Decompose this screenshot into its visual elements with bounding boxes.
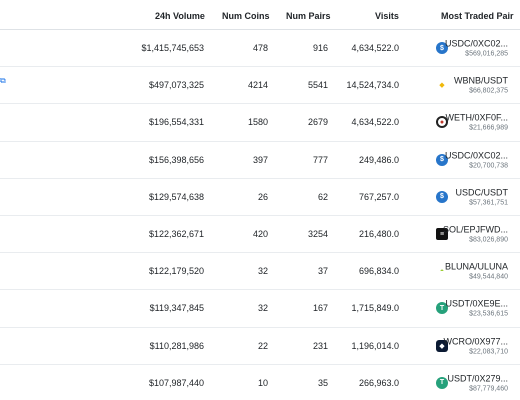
num-coins-cell: 10: [257, 377, 268, 388]
visits-cell: 4,634,522.0: [351, 43, 399, 54]
external-link-icon[interactable]: ⧉: [0, 76, 6, 85]
volume-cell: $196,554,331: [148, 117, 204, 128]
pair-volume: $20,700,738: [469, 162, 508, 170]
num-pairs-cell: 37: [317, 266, 328, 277]
volume-cell: $156,398,656: [148, 154, 204, 165]
pair-volume: $21,666,989: [469, 124, 508, 132]
num-coins-cell: 420: [252, 229, 268, 240]
header-24h-volume[interactable]: 24h Volume: [155, 11, 205, 21]
header-num-pairs[interactable]: Num Pairs: [286, 11, 331, 21]
pair-name[interactable]: WCRO/0X977...: [443, 336, 508, 347]
cro-icon: ◆: [436, 339, 448, 352]
pair-name[interactable]: SOL/EPJFWD...: [442, 224, 508, 235]
most-traded-pair-cell[interactable]: WCRO/0X977... $22,083,710: [443, 336, 508, 355]
volume-cell: $497,073,325: [148, 80, 204, 91]
num-pairs-cell: 5541: [307, 80, 328, 91]
header-most-traded-pair[interactable]: Most Traded Pair: [441, 11, 514, 21]
num-coins-cell: 22: [257, 340, 268, 351]
volume-cell: $122,179,520: [148, 266, 204, 277]
pair-volume: $87,779,460: [469, 385, 508, 393]
table-header: 24h Volume Num Coins Num Pairs Visits Mo…: [0, 0, 520, 30]
usdc-icon: $: [436, 190, 448, 203]
table-row[interactable]: $1,415,745,653 478 916 4,634,522.0 $ USD…: [0, 30, 520, 68]
pair-volume: $83,026,890: [469, 236, 508, 244]
num-coins-cell: 1580: [247, 117, 268, 128]
header-num-coins[interactable]: Num Coins: [222, 11, 270, 21]
pair-name[interactable]: USDC/0XC02...: [444, 150, 508, 161]
volume-cell: $110,281,986: [149, 340, 204, 351]
visits-cell: 767,257.0: [358, 191, 399, 202]
most-traded-pair-cell[interactable]: USDC/0XC02... $569,016,285: [445, 39, 508, 58]
visits-cell: 4,634,522.0: [351, 117, 399, 128]
pair-volume: $23,536,615: [469, 310, 508, 318]
num-pairs-cell: 62: [317, 191, 328, 202]
pair-name[interactable]: USDT/0X279...: [447, 373, 508, 384]
usdc-icon: $: [436, 153, 448, 166]
bnb-icon: ◆: [436, 79, 448, 92]
num-coins-cell: 32: [257, 303, 268, 314]
num-coins-cell: 26: [257, 191, 268, 202]
bluna-icon: ◓: [436, 265, 448, 278]
table-row[interactable]: $110,281,986 22 231 1,196,014.0 ◆ WCRO/0…: [0, 328, 520, 365]
table-row[interactable]: $129,574,638 26 62 767,257.0 $ USDC/USDT…: [0, 179, 520, 216]
table-body: $1,415,745,653 478 916 4,634,522.0 $ USD…: [0, 30, 520, 400]
num-pairs-cell: 916: [312, 43, 328, 54]
num-pairs-cell: 35: [317, 377, 328, 388]
table-row[interactable]: $122,179,520 32 37 696,834.0 ◓ BLUNA/ULU…: [0, 253, 520, 291]
num-pairs-cell: 231: [312, 340, 328, 351]
table-row[interactable]: $107,987,440 10 35 266,963.0 T USDT/0X27…: [0, 365, 520, 400]
most-traded-pair-cell[interactable]: WBNB/USDT $66,802,375: [454, 76, 508, 95]
pair-volume: $66,802,375: [469, 87, 508, 95]
table-row[interactable]: $119,347,845 32 167 1,715,849.0 T USDT/0…: [0, 290, 520, 328]
table-row[interactable]: $497,073,325 4214 5541 14,524,734.0 ◆ WB…: [0, 67, 520, 105]
most-traded-pair-cell[interactable]: USDT/0X279... $87,779,460: [447, 373, 508, 392]
most-traded-pair-cell[interactable]: USDT/0XE9E... $23,536,615: [445, 299, 508, 318]
num-pairs-cell: 2679: [307, 117, 328, 128]
weth-icon: ●: [436, 116, 448, 129]
most-traded-pair-cell[interactable]: USDC/USDT $57,361,751: [455, 187, 508, 206]
pair-name[interactable]: WETH/0XF0F...: [445, 112, 508, 123]
usdc-icon: $: [436, 42, 448, 55]
pair-name[interactable]: BLUNA/ULUNA: [444, 261, 508, 272]
visits-cell: 216,480.0: [358, 229, 399, 240]
header-visits[interactable]: Visits: [375, 11, 399, 21]
most-traded-pair-cell[interactable]: SOL/EPJFWD... $83,026,890: [443, 225, 508, 244]
num-pairs-cell: 777: [312, 154, 328, 165]
sol-icon: ≡: [436, 228, 448, 241]
most-traded-pair-cell[interactable]: BLUNA/ULUNA $49,544,840: [445, 262, 508, 281]
volume-cell: $122,362,671: [148, 229, 204, 240]
table-row[interactable]: $122,362,671 420 3254 216,480.0 ≡ SOL/EP…: [0, 216, 520, 254]
most-traded-pair-cell[interactable]: WETH/0XF0F... $21,666,989: [445, 113, 508, 132]
pair-volume: $49,544,840: [469, 273, 508, 281]
num-pairs-cell: 3254: [307, 229, 328, 240]
table-row[interactable]: $156,398,656 397 777 249,486.0 $ USDC/0X…: [0, 142, 520, 179]
pair-volume: $57,361,751: [469, 199, 508, 207]
num-pairs-cell: 167: [312, 303, 328, 314]
visits-cell: 1,715,849.0: [351, 303, 399, 314]
visits-cell: 14,524,734.0: [346, 80, 399, 91]
num-coins-cell: 397: [252, 154, 268, 165]
visits-cell: 266,963.0: [358, 377, 399, 388]
visits-cell: 696,834.0: [358, 266, 399, 277]
tether-icon: T: [436, 302, 448, 315]
volume-cell: $129,574,638: [148, 191, 204, 202]
num-coins-cell: 32: [257, 266, 268, 277]
visits-cell: 1,196,014.0: [351, 340, 399, 351]
volume-cell: $107,987,440: [148, 377, 204, 388]
pair-name[interactable]: USDC/USDT: [455, 187, 508, 198]
volume-cell: $119,347,845: [149, 303, 204, 314]
pair-name[interactable]: USDC/0XC02...: [444, 38, 508, 49]
most-traded-pair-cell[interactable]: USDC/0XC02... $20,700,738: [445, 150, 508, 169]
num-coins-cell: 478: [252, 43, 268, 54]
pair-volume: $569,016,285: [465, 50, 508, 58]
pair-name[interactable]: USDT/0XE9E...: [445, 298, 508, 309]
volume-cell: $1,415,745,653: [141, 43, 204, 54]
visits-cell: 249,486.0: [358, 154, 399, 165]
pair-name[interactable]: WBNB/USDT: [454, 75, 508, 86]
table-row[interactable]: $196,554,331 1580 2679 4,634,522.0 ● WET…: [0, 104, 520, 142]
tether-icon: T: [436, 376, 448, 389]
pair-volume: $22,083,710: [469, 348, 508, 356]
num-coins-cell: 4214: [247, 80, 268, 91]
